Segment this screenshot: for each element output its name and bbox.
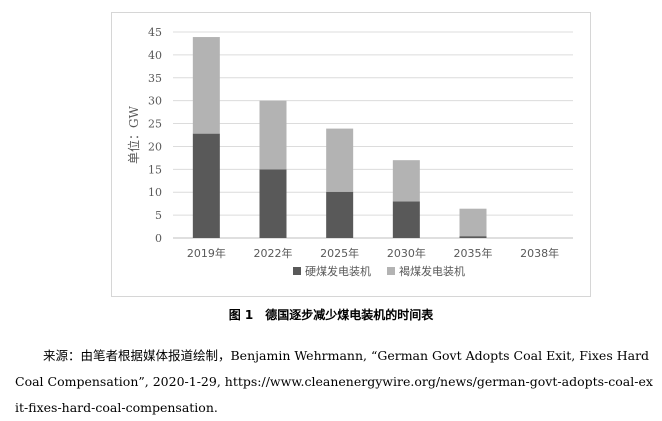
bar-segment	[459, 236, 487, 238]
y-tick-label: 40	[148, 49, 162, 62]
y-axis-label: 单位：GW	[126, 105, 141, 164]
bar-segment	[259, 169, 287, 238]
legend-swatch	[293, 267, 301, 275]
bar-segment	[326, 191, 354, 238]
y-tick-label: 15	[148, 163, 162, 176]
source-note: 来源：由笔者根据媒体报道绘制，Benjamin Wehrmann, “Germa…	[15, 348, 653, 415]
bar-segment	[392, 160, 420, 202]
legend-swatch	[387, 267, 395, 275]
x-tick-label: 2022年	[254, 246, 293, 260]
y-tick-label: 25	[148, 118, 162, 131]
x-tick-label: 2025年	[320, 246, 359, 260]
bar-segment	[259, 100, 287, 170]
x-tick-label: 2035年	[454, 246, 493, 260]
y-tick-label: 30	[148, 95, 162, 108]
bar-segment	[326, 128, 354, 192]
y-tick-label: 5	[155, 209, 162, 222]
legend-label: 褐煤发电装机	[399, 264, 465, 278]
y-tick-label: 45	[148, 26, 162, 39]
bar-segment	[192, 37, 220, 134]
chart-frame: 0 5 10 15 20 25 30 35 40 45 单位：GW 2019年 2022年 2025年 20…	[111, 12, 591, 297]
figure-caption: 图 1 德国逐步减少煤电装机的时间表	[228, 308, 434, 322]
bar-segment	[192, 133, 220, 238]
legend-label: 硬煤发电装机	[305, 264, 371, 278]
y-tick-label: 35	[148, 72, 162, 85]
bar-segment	[459, 208, 487, 237]
x-tick-label: 2030年	[387, 246, 426, 260]
bar-segment	[392, 201, 420, 238]
y-tick-label: 20	[148, 140, 162, 153]
y-tick-label: 10	[148, 186, 162, 199]
x-tick-label: 2038年	[520, 246, 559, 260]
stacked-bar-chart: 0 5 10 15 20 25 30 35 40 45 单位：GW 2019年 2022年 2025年 20…	[126, 26, 573, 278]
x-tick-label: 2019年	[187, 246, 226, 260]
y-tick-label: 0	[155, 232, 162, 245]
